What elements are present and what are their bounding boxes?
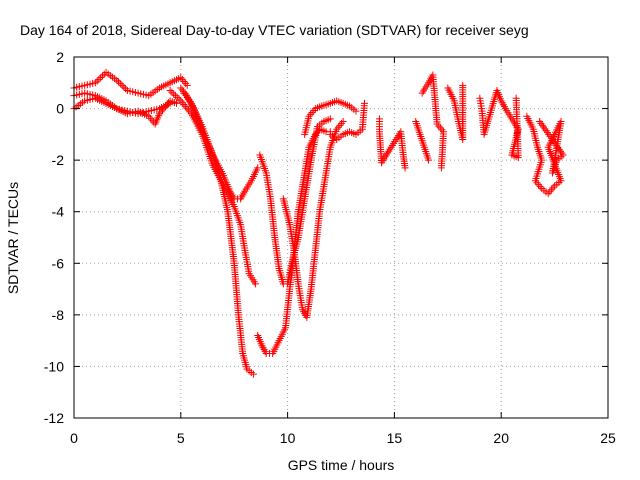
data-point <box>401 164 409 172</box>
x-axis-label: GPS time / hours <box>288 457 395 473</box>
data-marker <box>168 88 176 96</box>
data-series-track-9 <box>279 117 347 321</box>
y-tick-label: -4 <box>52 204 65 220</box>
y-tick-label: 0 <box>56 101 64 117</box>
data-point <box>536 117 544 125</box>
data-point <box>113 76 121 84</box>
data-point <box>166 87 174 95</box>
data-series-track-3 <box>70 94 174 118</box>
data-point <box>360 99 368 107</box>
data-marker <box>98 72 106 80</box>
y-tick-label: -6 <box>52 255 65 271</box>
x-tick-label: 15 <box>387 430 403 446</box>
data-marker <box>95 75 103 83</box>
chart-title: Day 164 of 2018, Sidereal Day-to-day VTE… <box>20 22 529 38</box>
y-tick-label: -12 <box>44 410 64 426</box>
data-point <box>352 107 360 115</box>
x-tick-label: 0 <box>70 430 78 446</box>
data-point <box>437 164 445 172</box>
data-series-track-13 <box>412 71 467 172</box>
data-series-track-11 <box>326 99 368 144</box>
data-marker <box>173 93 181 101</box>
data-marker <box>97 74 105 82</box>
data-point <box>183 81 191 89</box>
data-point <box>166 99 174 107</box>
data-marker <box>171 92 179 100</box>
x-tick-label: 25 <box>600 430 616 446</box>
data-point <box>252 280 260 288</box>
data-marker <box>175 95 183 103</box>
axis-ticks <box>73 56 609 419</box>
data-marker <box>120 83 128 91</box>
data-marker <box>170 90 178 98</box>
data-point <box>254 164 262 172</box>
data-marker <box>122 85 130 93</box>
data-point <box>339 117 347 125</box>
x-tick-label: 20 <box>493 430 509 446</box>
data-marker <box>118 81 126 89</box>
data-point <box>512 94 520 102</box>
data-marker <box>93 77 101 85</box>
y-tick-label: -10 <box>44 358 64 374</box>
data-series-track-12 <box>375 115 409 172</box>
data-series-track-6 <box>181 89 257 378</box>
data-series-track-1 <box>70 68 191 100</box>
x-tick-label: 10 <box>280 430 296 446</box>
plot-frame <box>73 56 609 419</box>
grid <box>74 57 608 418</box>
data-series-track-15 <box>523 112 567 198</box>
x-tick-label: 5 <box>177 430 185 446</box>
y-tick-label: -2 <box>52 152 65 168</box>
data-series-track-14 <box>476 87 522 162</box>
data-point <box>173 99 181 107</box>
data-series-track-10 <box>301 97 360 138</box>
data-marker <box>115 78 122 86</box>
data-point <box>326 115 334 123</box>
data-point <box>459 81 467 89</box>
y-tick-label: 2 <box>56 49 64 65</box>
data-point <box>91 79 99 87</box>
data-marker <box>116 80 124 88</box>
data-layer <box>70 68 567 378</box>
y-axis-label: SDTVAR / TECUs <box>5 182 21 294</box>
tick-labels: 0 5 10 15 20 25 -12 -10 -8 -6 -4 -2 0 2 <box>44 49 616 446</box>
data-point <box>249 370 257 378</box>
data-point <box>425 156 433 164</box>
y-tick-label: -8 <box>52 307 65 323</box>
